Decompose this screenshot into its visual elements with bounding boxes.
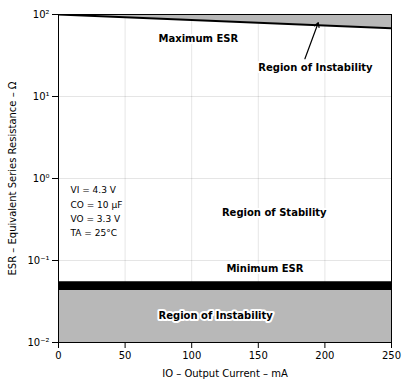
svg-text:10⁻¹: 10⁻¹	[27, 255, 49, 266]
svg-text:VO = 3.3 V: VO = 3.3 V	[70, 214, 121, 224]
svg-text:10⁰: 10⁰	[33, 173, 50, 184]
svg-text:10²: 10²	[33, 9, 50, 20]
svg-text:IO – Output Current – mA: IO – Output Current – mA	[162, 368, 288, 379]
svg-text:10⁻²: 10⁻²	[27, 337, 49, 348]
svg-text:10¹: 10¹	[33, 91, 50, 102]
svg-text:250: 250	[382, 350, 401, 361]
svg-text:Region of Instability: Region of Instability	[258, 62, 373, 73]
svg-text:Region of Stability: Region of Stability	[222, 207, 327, 218]
svg-text:100: 100	[182, 350, 201, 361]
svg-text:Maximum ESR: Maximum ESR	[158, 33, 238, 44]
svg-text:ESR – Equivalent Series Resist: ESR – Equivalent Series Resistance – Ω	[7, 81, 18, 275]
svg-text:Region of Instability: Region of Instability	[159, 310, 274, 321]
svg-text:0: 0	[55, 350, 61, 361]
svg-text:VI = 4.3 V: VI = 4.3 V	[70, 185, 116, 195]
svg-text:200: 200	[315, 350, 334, 361]
svg-text:150: 150	[249, 350, 268, 361]
svg-text:TA = 25°C: TA = 25°C	[69, 228, 116, 238]
svg-text:50: 50	[119, 350, 132, 361]
svg-text:CO = 10 μF: CO = 10 μF	[70, 200, 122, 210]
svg-text:Minimum ESR: Minimum ESR	[226, 263, 303, 274]
